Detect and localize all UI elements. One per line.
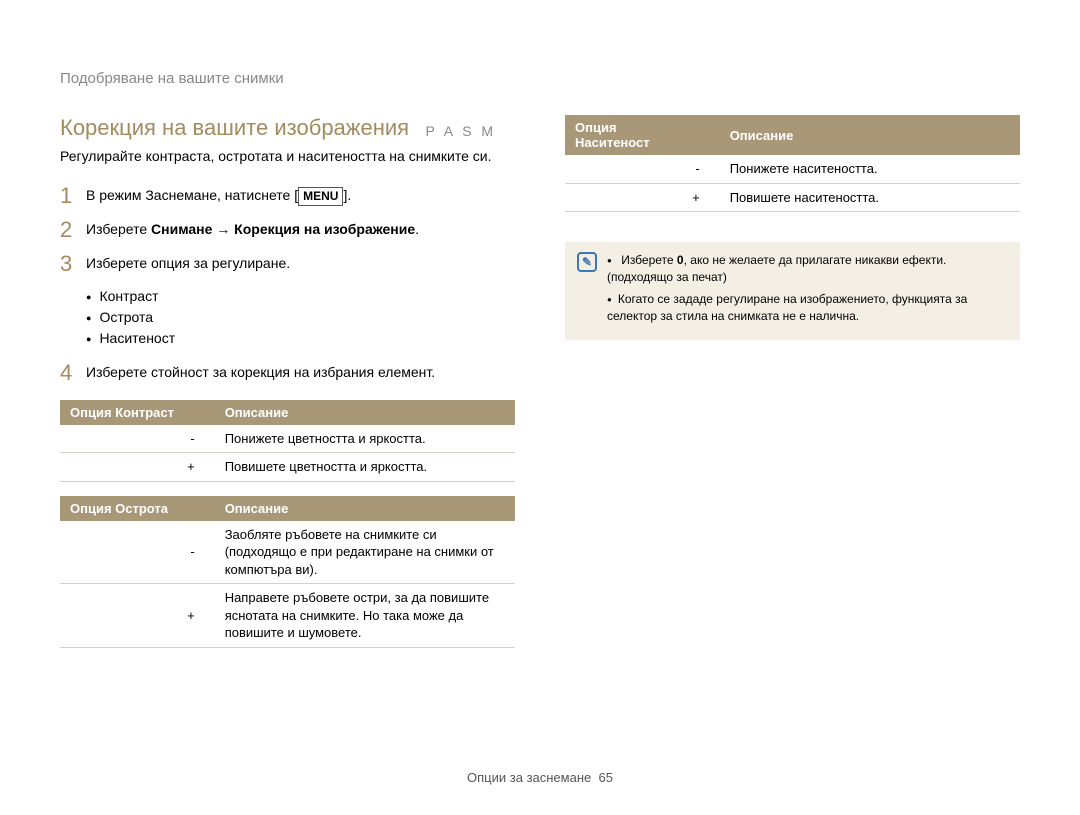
th-desc: Описание	[720, 115, 1020, 155]
cell-desc: Повишете наситеността.	[720, 183, 1020, 212]
right-column: Опция Наситеност Описание - Понижете нас…	[565, 115, 1020, 648]
note-list: Изберете 0, ако не желаете да прилагате …	[607, 252, 1008, 330]
step-4: 4 Изберете стойност за корекция на избра…	[60, 361, 515, 385]
note1-pre: Изберете	[621, 253, 677, 267]
step1-post: ].	[343, 187, 351, 203]
cell-option: -	[60, 425, 215, 453]
table-row: - Понижете цветността и яркостта.	[60, 425, 515, 453]
cell-desc: Понижете наситеността.	[720, 155, 1020, 183]
step-number: 4	[60, 361, 86, 385]
step1-pre: В режим Заснемане, натиснете [	[86, 187, 298, 203]
cell-option: -	[60, 521, 215, 584]
cell-desc: Повишете цветността и яркостта.	[215, 453, 515, 482]
cell-option: +	[565, 183, 720, 212]
step-3: 3 Изберете опция за регулиране.	[60, 252, 515, 276]
steps-list: 1 В режим Заснемане, натиснете [MENU]. 2…	[60, 184, 515, 386]
th-desc: Описание	[215, 496, 515, 521]
footer-label: Опции за заснемане	[467, 770, 591, 785]
content-columns: Корекция на вашите изображения P A S M Р…	[60, 115, 1020, 648]
step2-bold2: Корекция на изображение	[234, 221, 415, 237]
table-header-row: Опция Наситеност Описание	[565, 115, 1020, 155]
step2-post: .	[415, 221, 419, 237]
step-number: 3	[60, 252, 86, 276]
th-line1: Опция	[575, 120, 617, 135]
cell-option: +	[60, 584, 215, 648]
step-text: В режим Заснемане, натиснете [MENU].	[86, 184, 351, 208]
left-column: Корекция на вашите изображения P A S M Р…	[60, 115, 515, 648]
table-contrast: Опция Контраст Описание - Понижете цветн…	[60, 400, 515, 482]
title-row: Корекция на вашите изображения P A S M	[60, 115, 515, 141]
th-desc: Описание	[215, 400, 515, 425]
table-row: - Понижете наситеността.	[565, 155, 1020, 183]
note-box: ✎ Изберете 0, ако не желаете да прилагат…	[565, 242, 1020, 340]
list-item: Острота	[86, 307, 515, 328]
step2-bold1: Снимане	[151, 221, 212, 237]
mode-letters: P A S M	[426, 123, 497, 139]
table-row: + Направете ръбовете остри, за да повиши…	[60, 584, 515, 648]
step-text: Изберете Снимане → Корекция на изображен…	[86, 218, 419, 242]
th-option: Опция Наситеност	[565, 115, 720, 155]
page-title: Корекция на вашите изображения	[60, 115, 409, 140]
cell-desc: Заобляте ръбовете на снимките си (подход…	[215, 521, 515, 584]
menu-button-label: MENU	[298, 187, 343, 206]
list-item: Изберете 0, ако не желаете да прилагате …	[607, 252, 1008, 287]
cell-desc: Направете ръбовете остри, за да повишите…	[215, 584, 515, 648]
cell-option: +	[60, 453, 215, 482]
table-saturation: Опция Наситеност Описание - Понижете нас…	[565, 115, 1020, 212]
th-option: Опция Контраст	[60, 400, 215, 425]
step-number: 2	[60, 218, 86, 242]
step-2: 2 Изберете Снимане → Корекция на изображ…	[60, 218, 515, 242]
table-row: + Повишете наситеността.	[565, 183, 1020, 212]
table-row: - Заобляте ръбовете на снимките си (подх…	[60, 521, 515, 584]
step-text: Изберете стойност за корекция на избрани…	[86, 361, 435, 385]
note1-bold: 0	[677, 253, 684, 267]
step-1: 1 В режим Заснемане, натиснете [MENU].	[60, 184, 515, 208]
th-line2: Наситеност	[575, 135, 650, 150]
intro-text: Регулирайте контраста, остротата и насит…	[60, 147, 515, 166]
footer-page: 65	[598, 770, 612, 785]
breadcrumb: Подобряване на вашите снимки	[60, 70, 1020, 87]
list-item: Контраст	[86, 286, 515, 307]
table-sharpness: Опция Острота Описание - Заобляте ръбове…	[60, 496, 515, 648]
step-number: 1	[60, 184, 86, 208]
arrow-icon: →	[212, 221, 234, 237]
cell-desc: Понижете цветността и яркостта.	[215, 425, 515, 453]
list-item: Когато се зададе регулиране на изображен…	[607, 291, 1008, 326]
table-row: + Повишете цветността и яркостта.	[60, 453, 515, 482]
note-icon: ✎	[577, 252, 597, 272]
step-text: Изберете опция за регулиране.	[86, 252, 290, 276]
table-header-row: Опция Контраст Описание	[60, 400, 515, 425]
step3-options: Контраст Острота Наситеност	[86, 286, 515, 349]
list-item: Наситеност	[86, 328, 515, 349]
th-option: Опция Острота	[60, 496, 215, 521]
page-footer: Опции за заснемане 65	[0, 770, 1080, 785]
step2-pre: Изберете	[86, 221, 151, 237]
cell-option: -	[565, 155, 720, 183]
table-header-row: Опция Острота Описание	[60, 496, 515, 521]
